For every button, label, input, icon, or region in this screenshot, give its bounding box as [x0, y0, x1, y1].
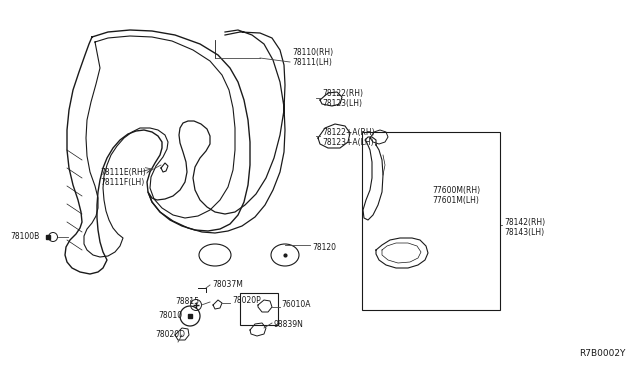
Text: 78120: 78120 [312, 243, 336, 252]
Text: 78020P: 78020P [232, 296, 260, 305]
Text: 78142(RH)
78143(LH): 78142(RH) 78143(LH) [504, 218, 545, 237]
Text: R7B0002Y: R7B0002Y [579, 349, 625, 358]
Text: 76010A: 76010A [281, 300, 310, 309]
Text: 78037M: 78037M [212, 280, 243, 289]
Text: 78815: 78815 [175, 297, 199, 306]
Text: 78122+A(RH)
78123+A(LH): 78122+A(RH) 78123+A(LH) [322, 128, 374, 147]
Bar [362, 132, 500, 310]
Text: 78020D: 78020D [155, 330, 185, 339]
Text: 78122(RH)
78123(LH): 78122(RH) 78123(LH) [322, 89, 363, 108]
Text: 78010: 78010 [158, 311, 182, 320]
Text: 78111E(RH)
78111F(LH): 78111E(RH) 78111F(LH) [100, 168, 146, 187]
Text: 98839N: 98839N [274, 320, 304, 329]
Text: 77600M(RH)
77601M(LH): 77600M(RH) 77601M(LH) [432, 186, 480, 205]
Text: 78100B: 78100B [10, 232, 39, 241]
Text: 78110(RH)
78111(LH): 78110(RH) 78111(LH) [292, 48, 333, 67]
